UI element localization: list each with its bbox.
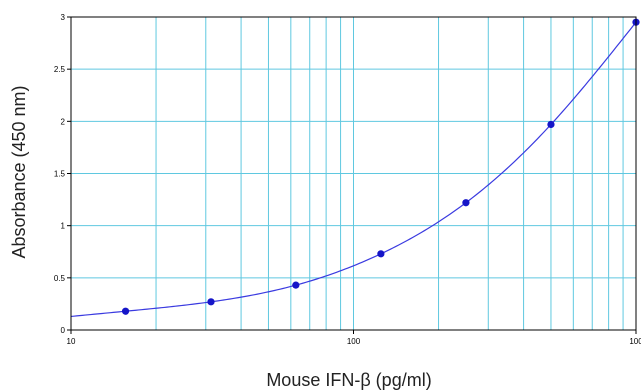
y-tick-label: 2 — [61, 117, 66, 126]
grid — [71, 17, 636, 330]
y-tick-label: 0 — [61, 326, 66, 335]
data-point — [292, 281, 300, 289]
y-axis-ticks: 0 0.5 1 1.5 2 2.5 3 — [54, 13, 71, 335]
data-point — [462, 199, 470, 207]
fit-curve-layer — [70, 21, 637, 318]
y-tick-label: 1 — [61, 222, 66, 231]
y-axis-title: Absorbance (450 nm) — [9, 85, 29, 258]
y-tick-label: 3 — [61, 13, 66, 22]
x-axis-title: Mouse IFN-β (pg/ml) — [266, 370, 431, 390]
y-tick-label: 1.5 — [54, 170, 66, 179]
data-point — [207, 298, 215, 306]
x-axis-ticks: 10 100 100 — [67, 330, 641, 346]
data-point — [121, 307, 130, 315]
data-point — [547, 120, 555, 129]
x-tick-label: 100 — [629, 337, 641, 346]
fit-curve — [70, 21, 637, 318]
x-tick-label: 10 — [67, 337, 76, 346]
y-tick-label: 2.5 — [54, 65, 66, 74]
y-tick-label: 0.5 — [54, 274, 66, 283]
data-points — [121, 18, 640, 315]
data-point — [377, 250, 385, 258]
x-tick-label: 100 — [347, 337, 361, 346]
